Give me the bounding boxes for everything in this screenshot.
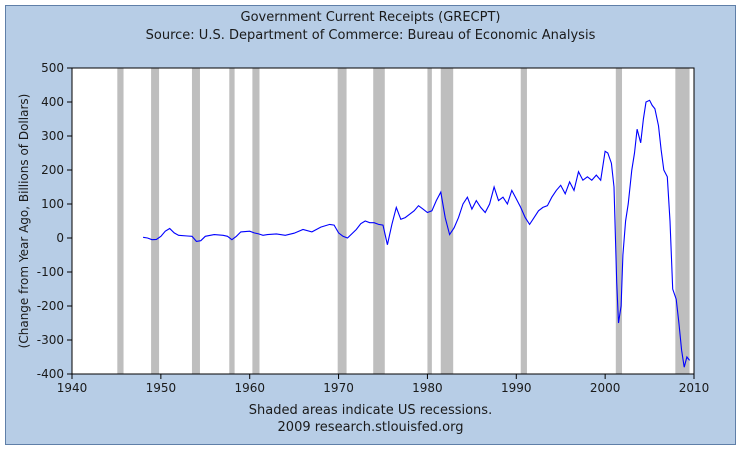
chart-subtitle: Source: U.S. Department of Commerce: Bur… [145, 28, 596, 43]
x-tick-label-7: 2010 [679, 381, 710, 395]
recession-band-8 [440, 68, 454, 374]
x-tick-label-6: 2000 [590, 381, 621, 395]
y-tick-label-7: -200 [37, 299, 64, 313]
recession-note: Shaded areas indicate US recessions. [248, 403, 493, 418]
recession-band-10 [615, 68, 623, 374]
recession-band-6 [373, 68, 385, 374]
recession-bands [117, 68, 690, 374]
x-tick-label-1: 1950 [146, 381, 177, 395]
chart-title: Government Current Receipts (GRECPT) [240, 10, 501, 25]
recession-band-4 [252, 68, 260, 374]
recession-band-0 [117, 68, 124, 374]
recession-band-3 [229, 68, 235, 374]
y-tick-label-1: 400 [41, 95, 64, 109]
x-axis: 1940 1950 1960 1970 1980 1990 2000 2010 [57, 374, 710, 395]
recession-band-1 [151, 68, 160, 374]
y-tick-label-5: 0 [56, 231, 64, 245]
x-tick-label-4: 1980 [412, 381, 443, 395]
recession-band-5 [337, 68, 347, 374]
recession-band-9 [520, 68, 527, 374]
x-tick-label-5: 1990 [501, 381, 532, 395]
recession-band-7 [427, 68, 432, 374]
y-axis-label: (Change from Year Ago, Billions of Dolla… [17, 94, 31, 349]
y-axis: 500 400 300 200 100 0 -100 -200 -300 -400 [37, 61, 72, 381]
y-tick-label-8: -300 [37, 333, 64, 347]
y-tick-label-3: 200 [41, 163, 64, 177]
y-tick-label-9: -400 [37, 367, 64, 381]
series-layer [143, 99, 691, 368]
y-tick-label-6: -100 [37, 265, 64, 279]
x-tick-label-2: 1960 [234, 381, 265, 395]
series-line-0 [143, 99, 691, 368]
y-tick-label-4: 100 [41, 197, 64, 211]
source-credit: 2009 research.stlouisfed.org [277, 420, 464, 435]
y-tick-label-2: 300 [41, 129, 64, 143]
x-tick-label-3: 1970 [323, 381, 354, 395]
y-tick-label-0: 500 [41, 61, 64, 75]
recession-band-11 [675, 68, 690, 374]
recession-band-2 [191, 68, 200, 374]
x-tick-label-0: 1940 [57, 381, 88, 395]
